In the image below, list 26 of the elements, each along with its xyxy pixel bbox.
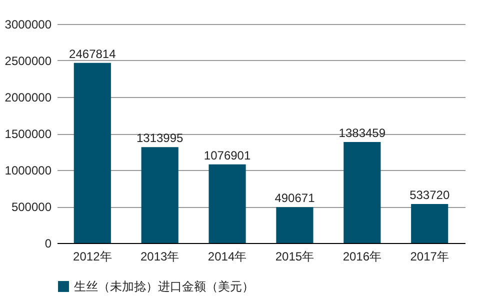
x-tick-label: 2017年 [410, 250, 449, 264]
bar [276, 207, 314, 243]
data-label: 490671 [274, 191, 316, 206]
data-label: 1383459 [338, 126, 386, 140]
bar [344, 142, 381, 243]
x-tick-label: 2014年 [208, 250, 247, 264]
data-label: 1076901 [204, 148, 251, 162]
legend-label: 生丝（未加捻）进口金额（美元） [74, 280, 254, 294]
y-tick-label: 2000000 [4, 90, 52, 104]
x-tick-label: 2013年 [140, 250, 180, 264]
bar [411, 204, 448, 243]
y-tick-label: 3000000 [4, 18, 52, 32]
y-tick-label: 1000000 [4, 164, 52, 178]
data-label: 1313995 [136, 131, 184, 146]
y-tick-label: 1500000 [4, 127, 52, 141]
bar [208, 164, 246, 243]
data-label: 533720 [410, 188, 450, 202]
x-tick-label: 2012年 [73, 250, 112, 264]
y-tick-label: 500000 [11, 200, 52, 214]
y-tick-label: 2500000 [4, 54, 52, 68]
x-tick-label: 2016年 [342, 250, 382, 264]
bar [74, 62, 111, 243]
y-tick-label: 0 [44, 236, 52, 250]
data-label: 2467814 [69, 46, 116, 61]
bar [141, 147, 178, 243]
x-tick-label: 2015年 [275, 250, 314, 264]
